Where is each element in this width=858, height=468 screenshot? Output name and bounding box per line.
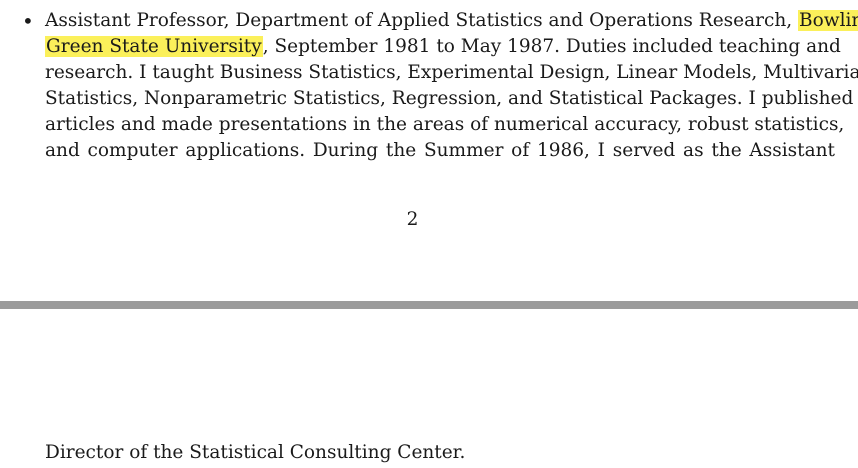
paragraph-line: Assistant Professor, Department of Appli… [45, 8, 858, 34]
paragraph-line: articles and made presentations in the a… [45, 112, 844, 138]
line-text: research. I taught Business Statistics, … [45, 62, 858, 83]
page-number: 2 [406, 209, 419, 230]
page-2-bottom: • Assistant Professor, Department of App… [22, 8, 858, 230]
line-text: , September 1981 to May 1987. Duties inc… [262, 36, 841, 57]
paragraph-line: and computer applications. During the Su… [45, 138, 835, 164]
employment-entry-paragraph: Assistant Professor, Department of Appli… [45, 8, 858, 164]
line-text: articles and made presentations in the a… [45, 114, 845, 135]
highlighted-text: Green State University [45, 36, 263, 57]
line-text: and computer applications. During the Su… [45, 140, 835, 161]
paragraph-line: Green State University, September 1981 t… [45, 34, 841, 60]
paragraph-line: research. I taught Business Statistics, … [45, 60, 858, 86]
line-text: Statistics, Nonparametric Statistics, Re… [45, 88, 854, 109]
highlighted-text: Bowling [798, 10, 858, 31]
bullet-marker: • [22, 9, 34, 33]
continuation-text: Director of the Statistical Consulting C… [45, 442, 466, 463]
page-break-divider [0, 301, 858, 309]
page-3-top [0, 309, 858, 468]
line-text: Assistant Professor, Department of Appli… [45, 10, 799, 31]
paragraph-line: Statistics, Nonparametric Statistics, Re… [45, 86, 853, 112]
